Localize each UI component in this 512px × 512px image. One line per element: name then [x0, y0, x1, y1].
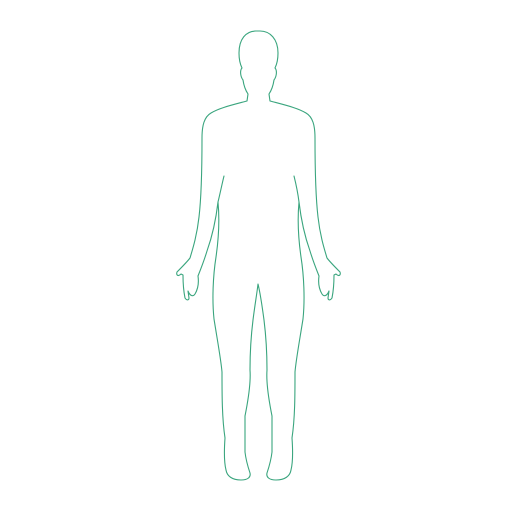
- left-inner-arm-line: [217, 175, 225, 203]
- right-inner-arm-line: [293, 175, 300, 203]
- body-silhouette: [176, 30, 341, 481]
